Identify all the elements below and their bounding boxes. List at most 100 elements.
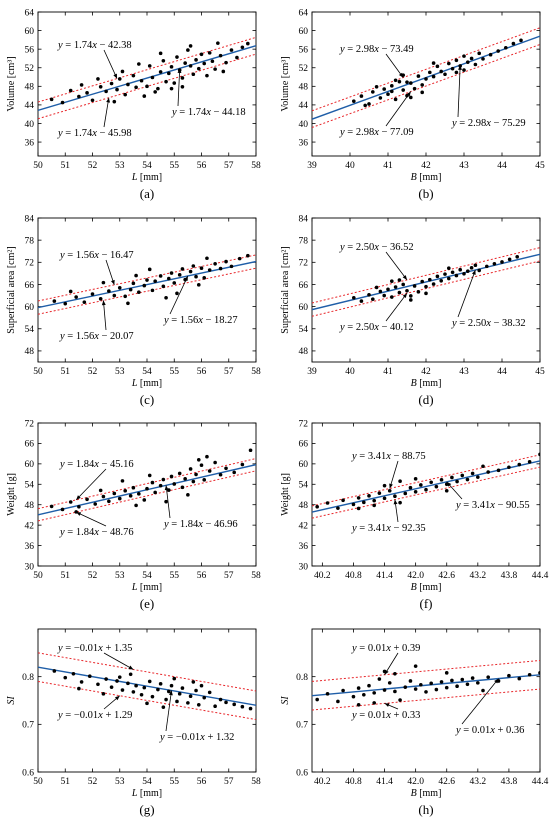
x-tick-label: 50	[33, 777, 43, 787]
chart-panel-f: 40.2 40.8 41.4 42.0 42.6 43.2 43.8 44.4 30 36 42 48…	[280, 419, 549, 611]
data-point	[142, 283, 147, 288]
data-point	[123, 92, 127, 97]
data-point	[188, 44, 193, 48]
data-point	[196, 66, 201, 71]
data-point	[150, 694, 155, 699]
data-point	[145, 84, 149, 89]
equation-upper: y = −0.01x + 1.35	[57, 643, 132, 654]
data-point	[142, 685, 147, 690]
data-point	[439, 478, 444, 482]
panel-caption: (f)	[420, 596, 433, 611]
data-point	[169, 86, 174, 91]
data-point	[175, 291, 179, 296]
data-point	[470, 471, 475, 476]
x-axis-label: B [mm]	[411, 582, 442, 593]
x-tick-label: 42.6	[438, 777, 455, 787]
equation-lower: y = 3.41x − 92.35	[351, 523, 426, 534]
data-point	[164, 295, 168, 300]
data-point	[408, 679, 413, 683]
data-point	[191, 72, 196, 77]
arrow-head	[164, 485, 169, 491]
data-point	[435, 64, 440, 69]
data-point	[232, 470, 236, 475]
data-point	[183, 477, 187, 481]
x-tick-label: 51	[61, 367, 71, 377]
y-tick-label: 48	[25, 347, 35, 357]
fit-lines	[312, 247, 540, 317]
data-point	[115, 87, 119, 92]
x-tick-label: 53	[115, 777, 125, 787]
data-point	[196, 702, 201, 707]
data-point	[431, 282, 436, 286]
data-point	[424, 77, 428, 81]
data-point	[68, 500, 73, 504]
data-point	[79, 680, 84, 684]
equation-upper: y = 0.01x + 0.39	[351, 643, 420, 654]
y-tick-label: 36	[299, 542, 309, 552]
data-point	[356, 496, 361, 500]
x-tick-label: 45	[535, 367, 545, 377]
equation-fit: y = 3.41x − 90.55	[455, 500, 530, 511]
x-tick-label: 54	[142, 161, 152, 171]
data-point	[424, 291, 428, 296]
data-point	[153, 490, 157, 495]
upper-bound-line	[38, 458, 256, 510]
x-tick-label: 40.8	[345, 777, 362, 787]
data-point	[398, 698, 402, 702]
x-axis-label: B [mm]	[411, 172, 442, 183]
data-point	[351, 502, 356, 507]
arrow-head	[384, 703, 390, 707]
data-point	[409, 95, 413, 100]
equation-fit: y = 1.74x − 44.18	[171, 107, 246, 118]
annotation-arrow	[457, 65, 461, 118]
chart-panel-c: 50 51 52 53 54 55 56 57 58 48 54 60 66 72 78 84 y = 1.56…	[6, 214, 261, 407]
data-point	[515, 254, 519, 259]
data-point	[477, 51, 482, 56]
data-point	[150, 480, 155, 485]
annotation-arrow	[461, 678, 499, 725]
data-point	[450, 475, 454, 480]
y-tick-label: 60	[299, 460, 309, 470]
data-point	[466, 269, 470, 273]
equation-lower: y = 0.01x + 0.33	[351, 710, 420, 721]
data-point	[224, 259, 228, 264]
data-point	[213, 460, 217, 465]
data-point	[87, 674, 92, 678]
data-point	[443, 272, 447, 276]
data-point	[90, 292, 95, 296]
annotation-arrow	[169, 275, 189, 315]
data-point	[169, 65, 174, 69]
panel-caption: (h)	[418, 802, 433, 817]
data-point	[177, 692, 182, 696]
data-point	[454, 273, 459, 278]
data-point	[367, 102, 371, 106]
data-point	[167, 71, 171, 76]
regression-line	[38, 666, 256, 706]
data-point	[248, 706, 253, 711]
data-point	[180, 84, 185, 89]
data-point	[79, 83, 84, 87]
data-point	[412, 86, 417, 91]
data-point	[517, 676, 522, 681]
data-point	[153, 90, 157, 94]
data-point	[473, 62, 478, 67]
y-tick-label: 42	[25, 521, 35, 531]
data-point	[68, 289, 73, 294]
data-point	[186, 48, 190, 52]
data-point	[325, 501, 330, 505]
x-axis-label: B [mm]	[411, 788, 442, 799]
data-point	[454, 70, 459, 75]
equation-lower: y = 2.50x − 40.12	[339, 322, 414, 333]
data-point	[145, 701, 149, 706]
data-points	[352, 38, 523, 108]
data-point	[413, 687, 418, 691]
data-point	[172, 482, 177, 486]
data-point	[424, 487, 428, 492]
upper-bound-line	[312, 454, 540, 507]
data-point	[500, 260, 504, 264]
data-point	[507, 257, 512, 262]
data-point	[180, 267, 185, 271]
arrow-head	[114, 695, 120, 701]
data-point	[377, 677, 382, 681]
x-tick-label: 58	[251, 367, 261, 377]
